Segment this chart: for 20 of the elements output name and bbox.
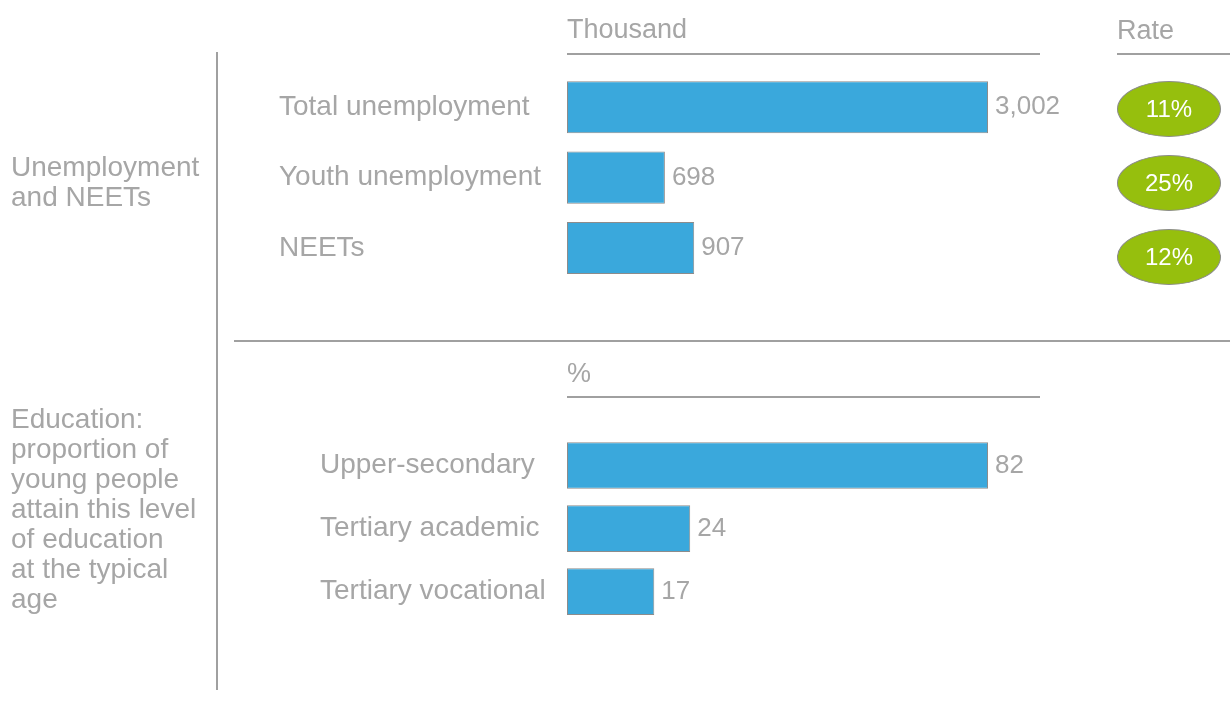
data-label: 82	[995, 448, 1024, 479]
y-tick-label: NEETs	[279, 230, 365, 262]
oval-badge: 11%	[1117, 81, 1221, 137]
x-axis-title: %	[567, 357, 592, 388]
y-tick-label: Tertiary vocational	[320, 574, 546, 606]
text: Education: proportion of young people attain this level of education at the typical age	[11, 403, 198, 614]
y-tick-label: Tertiary academic	[320, 511, 540, 543]
text: Rate	[1117, 14, 1175, 46]
data-label: 907	[701, 231, 745, 262]
y-tick-label: Youth unemployment	[279, 160, 542, 192]
data-label: 698	[671, 160, 716, 191]
data-label: 17	[661, 574, 691, 605]
oval-badge: 12%	[1117, 229, 1221, 285]
y-tick-label: Total unemployment	[279, 89, 530, 121]
y-tick-label: Upper-secondary	[320, 448, 535, 480]
data-label: 24	[697, 511, 727, 542]
x-axis-title: Thousand	[567, 13, 688, 44]
data-label: 3,002	[995, 90, 1061, 121]
oval-badge: 25%	[1117, 155, 1221, 211]
text: Unemployment and NEETs	[11, 151, 201, 212]
